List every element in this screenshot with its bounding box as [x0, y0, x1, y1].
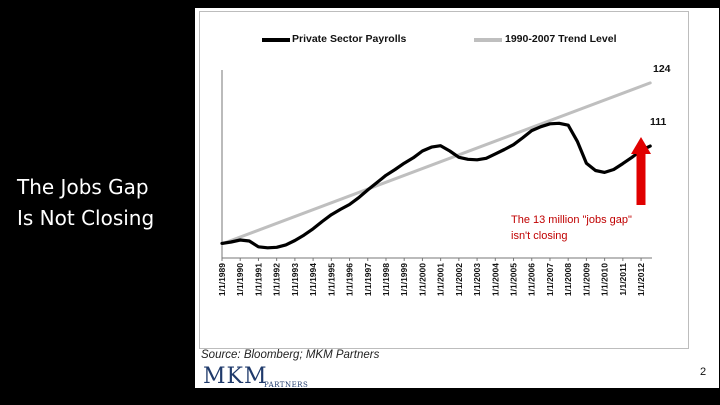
x-tick-label: 1/1/2004	[490, 263, 500, 296]
x-tick-label: 1/1/1996	[345, 263, 355, 296]
x-tick-label: 1/1/1994	[308, 263, 318, 296]
chart-frame	[199, 11, 689, 349]
slide-title-line-2: Is Not Closing	[17, 206, 155, 230]
x-tick-label: 1/1/2010	[600, 263, 610, 296]
x-tick-label: 1/1/2005	[509, 263, 519, 296]
gap-arrow-shaft	[636, 153, 646, 205]
jobs-gap-annotation: The 13 million "jobs gap" isn't closing	[511, 212, 691, 244]
x-tick-label: 1/1/1991	[253, 263, 263, 296]
x-tick-label: 1/1/2011	[618, 263, 628, 296]
series-line-trend-level	[220, 81, 652, 246]
x-tick-label: 1/1/1992	[272, 263, 282, 296]
x-tick-label: 1/1/1998	[381, 263, 391, 296]
x-tick-label: 1/1/2012	[636, 263, 646, 296]
annotation-line-1: The 13 million "jobs gap"	[511, 214, 632, 226]
x-tick-label: 1/1/2006	[527, 263, 537, 296]
x-tick-label: 1/1/2008	[563, 263, 573, 296]
page-number: 2	[700, 366, 707, 378]
mkm-logo: MKM PARTNERS	[203, 364, 308, 389]
slide-title: The Jobs Gap Is Not Closing	[17, 172, 187, 234]
trend-end-label: 124	[653, 63, 671, 75]
legend-swatch-payrolls	[262, 38, 290, 42]
payrolls-end-label: 111	[650, 116, 667, 128]
source-note: Source: Bloomberg; MKM Partners	[201, 349, 380, 361]
slide-title-line-1: The Jobs Gap	[17, 175, 149, 199]
legend-label-payrolls: Private Sector Payrolls	[292, 33, 407, 45]
legend-swatch-trend	[474, 38, 502, 42]
x-tick-label: 1/1/1993	[290, 263, 300, 296]
x-tick-label: 1/1/1989	[217, 263, 227, 296]
x-tick-label: 1/1/2009	[581, 263, 591, 296]
logo-main-text: MKM	[203, 364, 268, 389]
x-tick-label: 1/1/2002	[454, 263, 464, 296]
x-tick-label: 1/1/2003	[472, 263, 482, 296]
series-line-private-payrolls	[220, 121, 652, 250]
legend-label-trend: 1990-2007 Trend Level	[505, 33, 617, 45]
logo-sub-text: PARTNERS	[264, 381, 309, 389]
x-tick-label: 1/1/2001	[436, 263, 446, 296]
gap-arrow-head	[631, 137, 651, 154]
x-tick-label: 1/1/1995	[326, 263, 336, 296]
x-tick-label: 1/1/2000	[417, 263, 427, 296]
x-tick-label: 1/1/2007	[545, 263, 555, 296]
x-tick-label: 1/1/1999	[399, 263, 409, 296]
x-tick-label: 1/1/1990	[235, 263, 245, 296]
x-tick-label: 1/1/1997	[363, 263, 373, 296]
annotation-line-2: isn't closing	[511, 230, 568, 242]
